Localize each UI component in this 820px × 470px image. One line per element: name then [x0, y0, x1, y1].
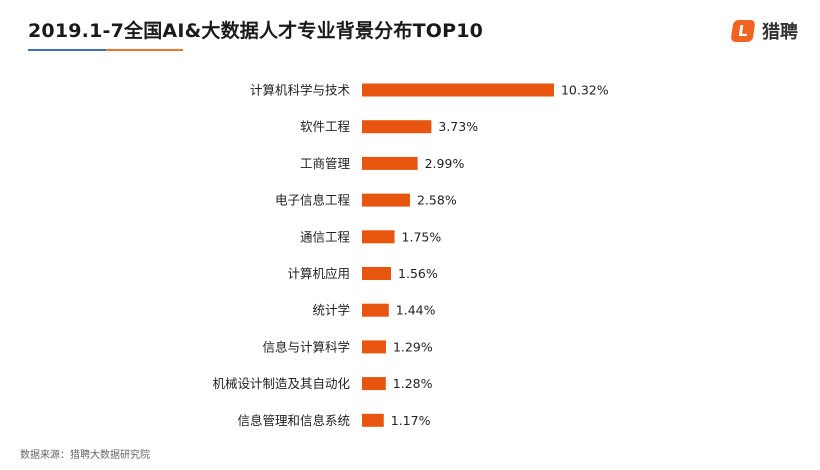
category-label: 工商管理 [300, 156, 351, 171]
value-label: 1.56% [398, 266, 438, 281]
category-label: 信息与计算科学 [262, 339, 350, 354]
value-label: 2.99% [425, 156, 465, 171]
bar [362, 340, 386, 354]
bar [362, 156, 418, 170]
category-label: 机械设计制造及其自动化 [212, 376, 350, 391]
value-label: 1.17% [391, 413, 431, 428]
title-underline-orange [105, 49, 183, 51]
category-label: 统计学 [312, 303, 350, 318]
value-label: 1.29% [393, 339, 433, 354]
source-note: 数据来源：猎聘大数据研究院 [20, 450, 150, 461]
bar [362, 120, 432, 134]
page-title: 2019.1-7全国AI&大数据人才专业背景分布TOP10 [28, 20, 484, 42]
value-label: 2.58% [417, 193, 457, 208]
bar [362, 83, 554, 97]
value-label: 3.73% [438, 119, 478, 134]
bar [362, 377, 386, 391]
value-label: 10.32% [561, 83, 609, 98]
value-label: 1.28% [393, 376, 433, 391]
category-label: 计算机应用 [287, 266, 350, 281]
title-underline [28, 49, 183, 51]
category-label: 电子信息工程 [275, 193, 351, 208]
title-underline-blue [28, 49, 106, 51]
category-label: 软件工程 [300, 119, 351, 134]
bar [362, 413, 384, 427]
bar [362, 193, 410, 207]
category-label: 计算机科学与技术 [250, 83, 351, 98]
logo-text: 猎聘 [762, 22, 798, 43]
category-label: 通信工程 [300, 229, 351, 244]
bar [362, 230, 395, 244]
value-label: 1.44% [396, 303, 436, 318]
category-label: 信息管理和信息系统 [237, 413, 350, 428]
logo: L 猎聘 [730, 18, 798, 44]
bar [362, 267, 392, 280]
value-label: 1.75% [402, 229, 442, 244]
bar [362, 303, 389, 317]
